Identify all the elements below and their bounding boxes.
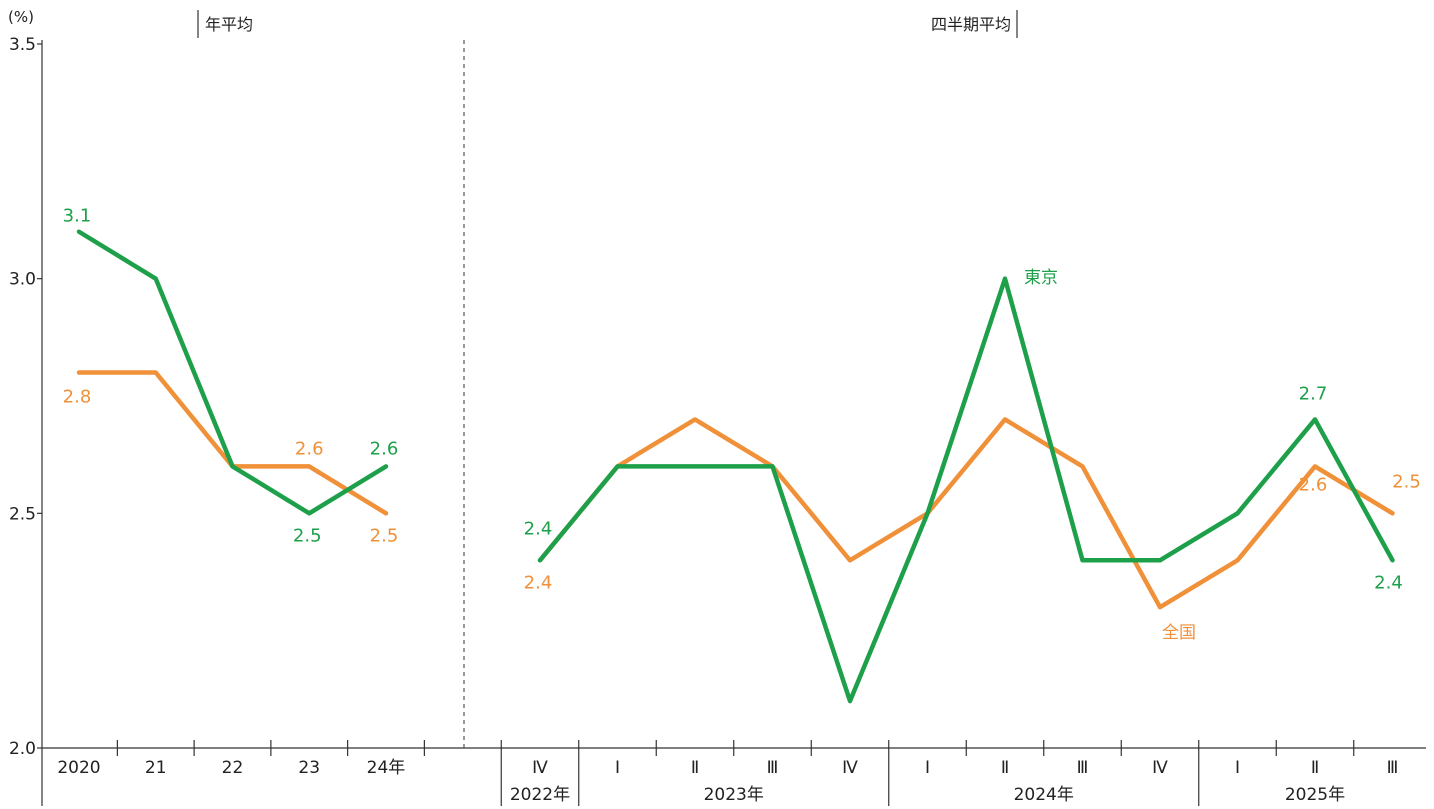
y-tick-label: 3.5 — [9, 35, 36, 55]
x-tick-label: 21 — [145, 758, 167, 778]
x-tick-label: Ⅱ — [691, 758, 699, 778]
data-label: 2.5 — [1392, 471, 1421, 492]
data-label: 2.8 — [63, 387, 92, 408]
x-tick-label: 23 — [298, 758, 320, 778]
quarterly-series-line — [537, 276, 1395, 704]
data-label: 2.4 — [1374, 572, 1403, 593]
y-tick-label: 3.0 — [9, 270, 36, 290]
y-tick-label: 2.0 — [9, 739, 36, 759]
x-tick-label: 24年 — [367, 758, 406, 778]
x-year-label: 2022年 — [510, 785, 570, 805]
x-tick-label: Ⅳ — [532, 758, 548, 778]
data-label: 2.6 — [370, 438, 399, 459]
data-label: 3.1 — [63, 206, 92, 227]
data-label: 2.6 — [295, 438, 324, 459]
x-year-label: 2025年 — [1285, 785, 1345, 805]
quarterly-section-title: 四半期平均 — [931, 10, 1018, 38]
series-layer — [76, 229, 1395, 704]
x-tick-label: Ⅳ — [842, 758, 858, 778]
data-label: 2.6 — [1299, 474, 1328, 495]
annual-section-title: 年平均 — [197, 10, 253, 38]
x-tick-label: 22 — [222, 758, 244, 778]
y-tick-label: 2.5 — [9, 504, 36, 524]
data-label: 2.5 — [293, 525, 322, 546]
quarterly-title: 四半期平均 — [931, 15, 1011, 34]
x-tick-label: Ⅱ — [1311, 758, 1319, 778]
data-label: 2.7 — [1299, 383, 1328, 404]
x-tick-label: Ⅲ — [1387, 758, 1399, 778]
y-axis-unit-label: (%) — [8, 8, 34, 26]
data-label: 2.5 — [370, 525, 399, 546]
x-tick-label: Ⅰ — [1235, 758, 1240, 778]
annual-title: 年平均 — [205, 15, 253, 34]
x-tick-label: Ⅳ — [1152, 758, 1168, 778]
x-year-label: 2023年 — [704, 785, 764, 805]
series-name-label: 全国 — [1162, 623, 1196, 643]
x-tick-label: Ⅱ — [1001, 758, 1009, 778]
data-label: 2.4 — [524, 572, 553, 593]
x-tick-label: Ⅲ — [767, 758, 779, 778]
x-year-label: 2024年 — [1014, 785, 1074, 805]
quarterly-series-line — [537, 417, 1395, 610]
x-tick-label: Ⅰ — [925, 758, 930, 778]
annual-series-line — [76, 229, 389, 516]
series-name-label: 東京 — [1024, 268, 1058, 288]
axes: 2.0 2.5 3.0 3.5 — [9, 35, 1426, 806]
x-tick-label: 2020 — [57, 758, 100, 778]
x-axis: 2020 21 22 23 24年 Ⅳ Ⅰ Ⅱ Ⅲ Ⅳ Ⅰ Ⅱ Ⅲ Ⅳ Ⅰ Ⅱ Ⅲ 2022年 2023年 2024年… — [57, 740, 1398, 806]
x-tick-label: Ⅰ — [615, 758, 620, 778]
data-label: 2.4 — [524, 518, 553, 539]
x-tick-label: Ⅲ — [1077, 758, 1089, 778]
